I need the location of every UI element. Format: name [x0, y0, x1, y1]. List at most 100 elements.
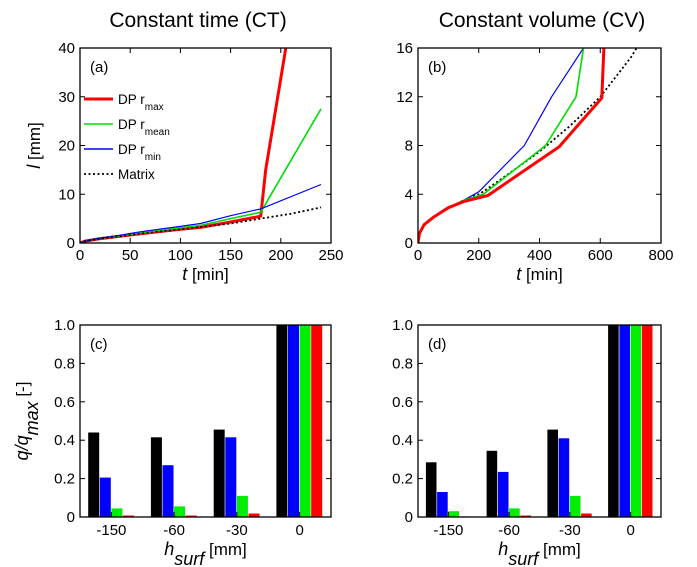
- plot-frame: [79, 324, 332, 518]
- x-axis-label: hsurf [mm]: [164, 539, 247, 567]
- line-panel-1: 0 200 400 600 800 0 4 8 12 16 (b) t [min]: [396, 40, 673, 284]
- x-tick-label: 0: [414, 247, 422, 264]
- bar: [236, 495, 248, 517]
- x-tick-label: 0: [626, 522, 634, 539]
- legend-label: DP rmax: [118, 92, 164, 113]
- x-axis-label: hsurf [mm]: [498, 539, 581, 567]
- bar: [569, 495, 581, 517]
- series-line-matrix: [80, 206, 322, 243]
- x-tick-label: -150: [96, 522, 126, 539]
- x-tick-label: -30: [559, 522, 581, 539]
- bar: [437, 492, 448, 517]
- bar: [276, 325, 288, 517]
- y-tick-label: 40: [58, 40, 75, 57]
- y-tick-label: 1.0: [54, 317, 75, 334]
- bar: [630, 325, 642, 517]
- legend-label: Matrix: [118, 167, 155, 182]
- y-axis-label: q/qmax [-]: [12, 382, 42, 461]
- x-tick-label: 400: [527, 247, 552, 264]
- bar: [225, 437, 237, 517]
- y-tick-label: 20: [58, 138, 75, 155]
- bar: [509, 508, 520, 517]
- series-line-matrix: [418, 48, 638, 243]
- bar: [185, 515, 197, 517]
- x-tick-label: 0: [76, 247, 84, 264]
- ct-column-title: Constant time (CT): [109, 9, 286, 32]
- bar: [641, 325, 653, 517]
- y-tick-label: 0.4: [392, 432, 413, 449]
- bar: [213, 429, 225, 517]
- y-tick-label: 8: [405, 138, 413, 155]
- bar: [299, 325, 311, 517]
- series-line-dp-rmin: [80, 183, 322, 243]
- x-tick-label: 800: [648, 247, 673, 264]
- y-tick-label: 4: [405, 186, 413, 203]
- x-tick-label: -60: [498, 522, 520, 539]
- bar-panel-2: -150 -60 -30 0 0 0.2 0.4 0.6 0.8 1.0 (c) hsurf [mm]…: [12, 317, 332, 567]
- bar: [111, 508, 123, 517]
- y-tick-label: 0.6: [54, 394, 75, 411]
- y-tick-label: 0.4: [54, 432, 75, 449]
- y-tick-label: 0.8: [54, 355, 75, 372]
- bar: [150, 437, 162, 517]
- x-tick-label: -60: [163, 522, 185, 539]
- bar: [619, 325, 630, 517]
- y-tick-label: 0: [67, 235, 75, 252]
- x-tick-label: -30: [226, 522, 248, 539]
- bar: [88, 432, 100, 517]
- bar: [608, 325, 619, 517]
- bar: [162, 465, 174, 517]
- x-tick-label: 0: [295, 522, 303, 539]
- x-tick-label: -150: [433, 522, 463, 539]
- bar: [448, 511, 459, 517]
- plot-frame: [417, 47, 662, 244]
- bar: [547, 429, 558, 517]
- x-axis-label: t [min]: [516, 264, 563, 284]
- y-tick-label: 0.8: [392, 355, 413, 372]
- legend: DP rmax DP rmean DP rmin Matrix: [84, 92, 170, 182]
- y-tick-label: 0.2: [392, 471, 413, 488]
- bar: [174, 506, 186, 517]
- bar: [558, 438, 570, 517]
- x-tick-label: 200: [466, 247, 491, 264]
- bar: [520, 515, 531, 517]
- x-tick-label: 50: [122, 247, 139, 264]
- panel-label: (a): [90, 59, 108, 76]
- x-axis-label: t [min]: [182, 264, 229, 284]
- plot-frame: [417, 324, 662, 518]
- y-tick-label: 0.6: [392, 394, 413, 411]
- y-tick-label: 0: [405, 509, 413, 526]
- cv-column-title: Constant volume (CV): [439, 9, 646, 32]
- y-tick-label: 0.2: [54, 471, 75, 488]
- bar: [581, 513, 592, 517]
- bar: [288, 325, 299, 517]
- y-tick-label: 0: [405, 235, 413, 252]
- bar: [248, 513, 260, 517]
- y-tick-label: 16: [396, 40, 413, 57]
- x-tick-label: 150: [218, 247, 243, 264]
- bar-panel-3: -150 -60 -30 0 0 0.2 0.4 0.6 0.8 1.0 (d) hsurf [mm]: [392, 317, 662, 567]
- bar: [497, 471, 509, 517]
- y-tick-label: 0: [67, 509, 75, 526]
- x-tick-label: 200: [268, 247, 293, 264]
- bar: [425, 462, 437, 517]
- legend-label: DP rmin: [118, 142, 161, 163]
- line-panel-0: 0 50 100 150 200 250 0 10 20 30 40 (a) t [min] l [mm]…: [24, 40, 344, 284]
- x-tick-label: 100: [168, 247, 193, 264]
- bar: [311, 325, 323, 517]
- y-tick-label: 12: [396, 89, 413, 106]
- y-axis-label: l [mm]: [24, 122, 44, 169]
- panel-label: (b): [428, 59, 446, 76]
- bar: [486, 450, 498, 517]
- y-tick-label: 30: [58, 89, 75, 106]
- y-tick-label: 10: [58, 186, 75, 203]
- bar: [99, 477, 111, 517]
- legend-label: DP rmean: [118, 117, 170, 138]
- x-tick-label: 250: [318, 247, 343, 264]
- panel-label: (d): [428, 336, 446, 353]
- y-tick-label: 1.0: [392, 317, 413, 334]
- panel-label: (c): [90, 336, 108, 353]
- x-tick-label: 600: [588, 247, 613, 264]
- bar: [123, 515, 134, 517]
